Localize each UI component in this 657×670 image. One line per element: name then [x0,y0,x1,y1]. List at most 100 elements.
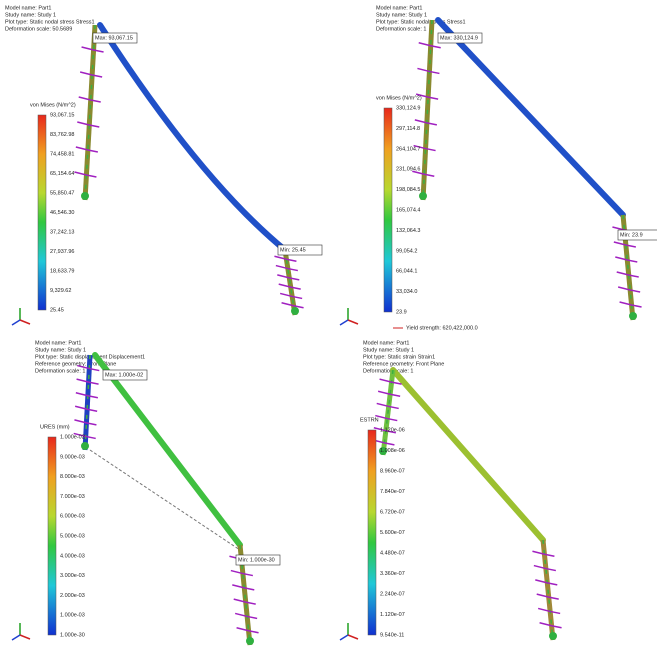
header-line: Study name: Study 1 [5,12,56,18]
legend-tick-label: 4.000e-03 [60,553,85,559]
legend-tick-label: 1.000e-03 [60,613,85,619]
legend-tick-label: 1.120e-06 [380,427,405,433]
screenshot: Model name: Part1Study name: Study 1Plot… [0,0,657,670]
legend-tick-label: 66,044.1 [396,269,417,275]
colorbar [368,430,376,635]
triad-axis [12,320,20,325]
legend-tick-label: 198,084.5 [396,187,420,193]
fixture [246,637,254,645]
header-line: Plot type: Static strain Strain1 [363,354,435,360]
legend-tick-label: 132,064.3 [396,228,420,234]
triad-axis [20,635,30,639]
probe-label: Max: 330,124.9 [440,35,478,41]
legend-tick-label: 83,762.98 [50,132,74,138]
legend-tick-label: 37,242.13 [50,229,74,235]
legend-tick-label: 8.000e-03 [60,474,85,480]
legend-tick-label: 1.000e-02 [60,434,85,440]
fixture [291,307,299,315]
legend-tick-label: 7.000e-03 [60,494,85,500]
legend-tick-label: 99,054.2 [396,248,417,254]
legend-tick-label: 6.000e-03 [60,514,85,520]
beam [100,25,285,250]
legend-tick-label: 2.240e-07 [380,591,405,597]
probe-label: Min: 25.45 [280,247,306,253]
footer-text: Yield strength: 620,422,000.0 [406,325,478,331]
header-line: Study name: Study 1 [35,347,86,353]
triad-axis [20,320,30,324]
legend-title: ESTRN [360,417,379,423]
beam [438,20,623,215]
undeformed-outline [90,450,240,550]
triad-axis [12,635,20,640]
header-line: Model name: Part1 [376,5,422,11]
header-line: Deformation scale: 50.5689 [5,26,72,32]
page: Model name: Part1Study name: Study 1Plot… [0,0,657,670]
legend-tick-label: 5.000e-03 [60,533,85,539]
legend-tick-label: 1.120e-07 [380,612,405,618]
result-panel: Model name: Part1Study name: Study 1Plot… [340,340,562,640]
legend-tick-label: 297,114.8 [396,126,420,132]
legend-tick-label: 330,124.9 [396,105,420,111]
legend-tick-label: 74,458.81 [50,151,74,157]
beam [95,355,240,545]
legend-tick-label: 65,154.64 [50,171,74,177]
legend-tick-label: 6.720e-07 [380,509,405,515]
header-line: Deformation scale: 1 [35,368,85,374]
fixture [549,632,557,640]
legend-title: von Mises (N/m^2) [30,102,76,108]
legend-tick-label: 9.540e-11 [380,632,404,638]
legend-tick-label: 46,546.30 [50,210,74,216]
legend-tick-label: 93,067.15 [50,112,74,118]
fixture [81,442,89,450]
header-line: Study name: Study 1 [363,347,414,353]
result-panel: Model name: Part1Study name: Study 1Plot… [340,5,657,331]
legend-tick-label: 3.000e-03 [60,573,85,579]
fixture [81,192,89,200]
legend-tick-label: 264,104.7 [396,146,420,152]
header-line: Model name: Part1 [363,340,409,346]
header-line: Reference geometry: Front Plane [363,361,444,367]
probe-label: Min: 1.000e-30 [238,557,275,563]
triad-axis [340,635,348,640]
legend-tick-label: 165,074.4 [396,207,420,213]
triad-axis [340,320,348,325]
legend-tick-label: 55,850.47 [50,190,74,196]
legend-tick-label: 231,094.6 [396,167,420,173]
fixture [629,312,637,320]
header-line: Deformation scale: 1 [363,368,413,374]
triad-axis [348,635,358,639]
legend-tick-label: 18,633.79 [50,268,74,274]
header-line: Plot type: Static nodal stress Stress1 [5,19,95,25]
legend-tick-label: 1.000e-30 [60,632,85,638]
legend-tick-label: 2.000e-03 [60,593,85,599]
legend-tick-label: 8.960e-07 [380,468,405,474]
legend-tick-label: 33,034.0 [396,289,417,295]
probe-label: Max: 93,067.15 [95,35,133,41]
colorbar [38,115,46,310]
legend-tick-label: 9,329.62 [50,288,71,294]
probe-label: Max: 1.000e-02 [105,372,143,378]
legend-tick-label: 27,937.96 [50,249,74,255]
header-line: Model name: Part1 [35,340,81,346]
triad-axis [348,320,358,324]
header-line: Deformation scale: 1 [376,26,426,32]
header-line: Model name: Part1 [5,5,51,11]
legend-tick-label: 3.360e-07 [380,571,405,577]
legend-tick-label: 4.480e-07 [380,550,405,556]
beam [393,370,543,540]
post [85,25,95,200]
result-panel: Model name: Part1Study name: Study 1Plot… [12,340,280,645]
legend-tick-label: 25.45 [50,307,64,313]
legend-tick-label: 9.000e-03 [60,454,85,460]
colorbar [48,437,56,635]
header-line: Study name: Study 1 [376,12,427,18]
legend-title: URES (mm) [40,424,70,430]
colorbar [384,108,392,312]
legend-tick-label: 23.9 [396,309,407,315]
fixture [419,192,427,200]
probe-label: Min: 23.9 [620,232,643,238]
legend-tick-label: 1.008e-06 [380,448,405,454]
legend-tick-label: 5.600e-07 [380,530,405,536]
header-line: Plot type: Static nodal stress Stress1 [376,19,466,25]
